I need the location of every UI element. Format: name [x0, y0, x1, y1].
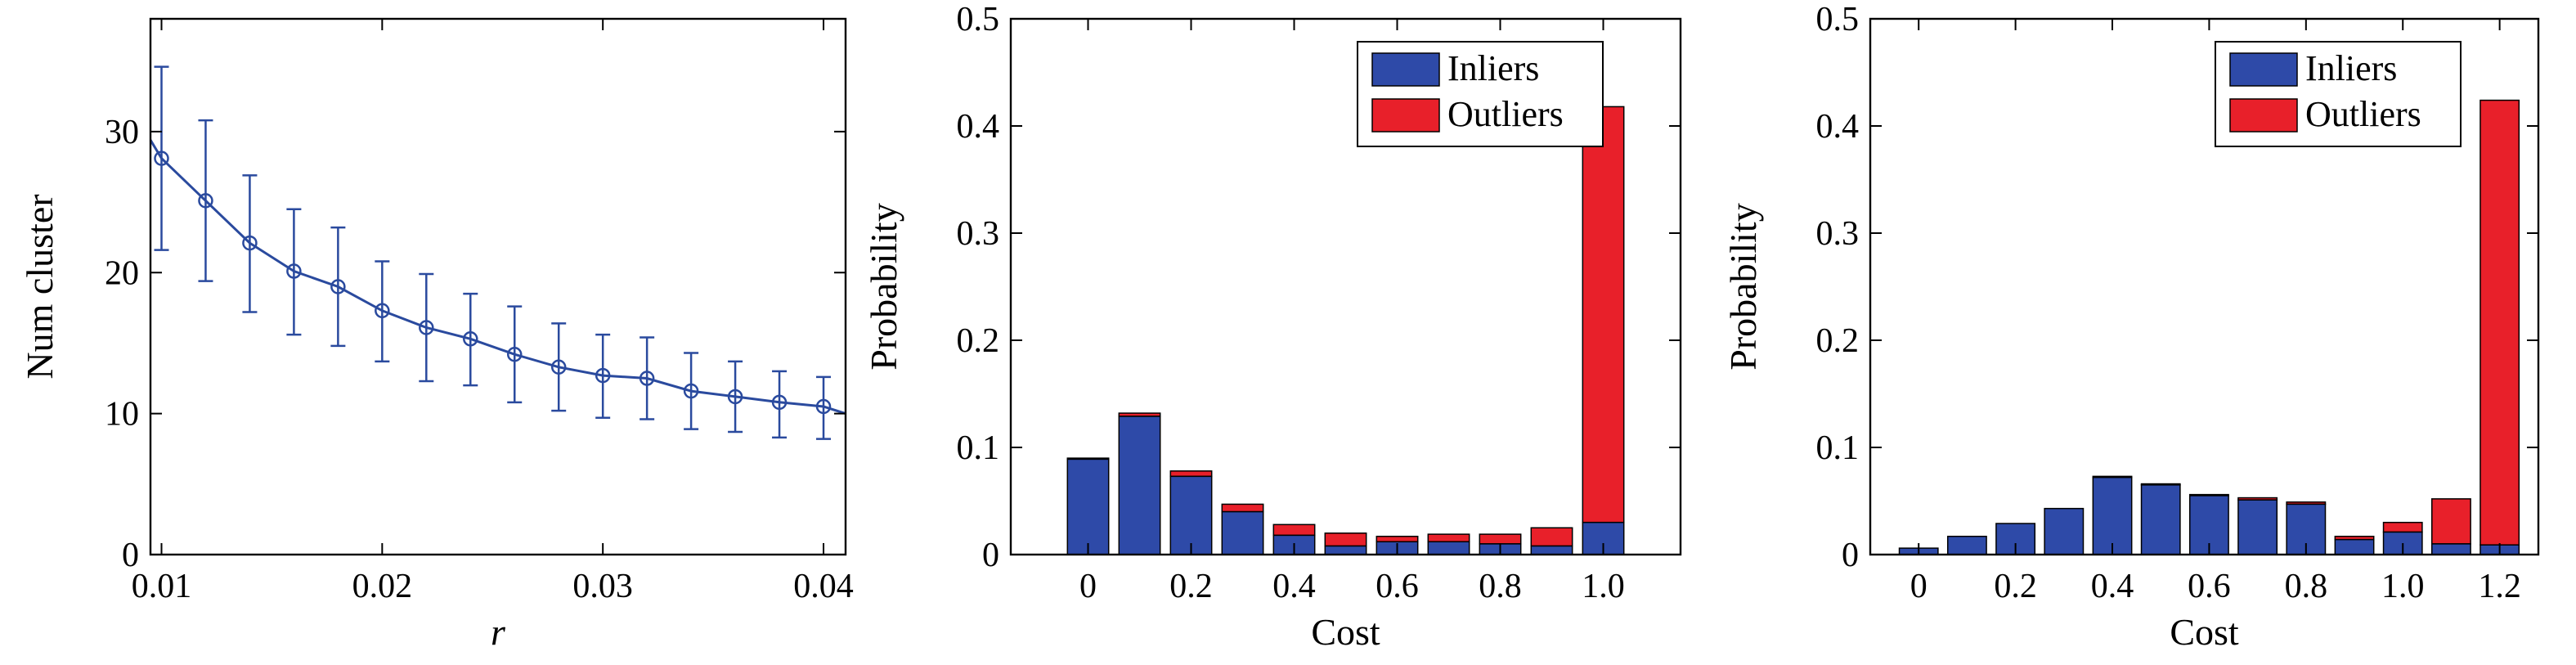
p1-x-tick-label: 1.0: [1582, 568, 1625, 605]
p0-data-point: [771, 394, 788, 411]
p1-bar-outliers: [1479, 533, 1522, 545]
p1-bar-outliers: [1169, 470, 1213, 478]
p0-data-point: [683, 383, 699, 399]
p0-x-tick-label: 0.02: [352, 568, 413, 605]
p2-bar-inliers: [2140, 484, 2181, 555]
cost-histogram-chart-left: 0 0.1 0.2 0.3 0.4 0.5 0 0.2 0.4 0.6 0.8 1.0 Cost Prob…: [863, 1, 1682, 653]
p1-bar-inliers: [1066, 458, 1110, 555]
p2-bar-outliers: [2431, 498, 2471, 545]
p2-bar-outliers: [2480, 99, 2520, 546]
p2-plot-frame: [1869, 17, 2540, 556]
p1-bar-inliers: [1530, 545, 1573, 555]
p1-bar-outliers: [1272, 523, 1316, 537]
p1-y-tick-label: 0.5: [957, 1, 1000, 38]
p2-y-axis-label: Probability: [1722, 203, 1764, 370]
p2-legend-swatch-inliers: [2229, 52, 2298, 87]
p0-y-tick-label: 10: [105, 396, 139, 434]
p2-y-tick-label: 0.3: [1816, 215, 1860, 253]
p0-data-point: [727, 389, 743, 405]
p0-data-point: [595, 367, 611, 384]
cluster-count-errorbar-chart: 0 10 20 30 0.01 0.02 0.03 0.04 r Num cluster: [19, 17, 854, 653]
p1-x-tick-label: 0.8: [1479, 568, 1522, 605]
p0-y-tick-label: 0: [122, 537, 139, 574]
p2-x-axis-label: Cost: [2170, 611, 2239, 653]
p1-legend-swatch-outliers: [1371, 98, 1440, 133]
p0-data-point: [550, 359, 567, 375]
p0-x-axis-label: r: [491, 611, 506, 653]
p0-data-point: [463, 331, 478, 347]
p0-data-point: [330, 279, 346, 294]
p1-bar-outliers: [1376, 535, 1419, 543]
p2-legend-label-outliers: Outliers: [2305, 94, 2421, 134]
p1-bar-outliers: [1530, 527, 1573, 547]
p2-x-tick-label: 0.8: [2285, 568, 2328, 605]
p1-y-tick-label: 0: [982, 537, 999, 574]
p1-legend-label-outliers: Outliers: [1447, 94, 1564, 134]
p1-legend-label-inliers: Inliers: [1447, 48, 1539, 88]
p1-y-tick-label: 0.2: [957, 322, 1000, 360]
p2-y-tick-label: 0.4: [1816, 108, 1860, 146]
p0-data-point: [815, 398, 832, 415]
p2-bar-outliers: [2382, 521, 2423, 533]
p2-x-tick-label: 0: [1910, 568, 1928, 605]
p0-data-point: [286, 263, 302, 279]
p1-bar-outliers: [1427, 533, 1470, 543]
p1-x-tick-label: 0.2: [1169, 568, 1213, 605]
p2-x-tick-label: 0.6: [2188, 568, 2231, 605]
p1-x-axis-label: Cost: [1311, 611, 1380, 653]
p2-bar-inliers: [2431, 543, 2471, 555]
p0-x-tick-label: 0.03: [572, 568, 633, 605]
p2-bar-inliers: [1946, 535, 1987, 555]
p2-bar-inliers: [2044, 507, 2085, 555]
p2-x-tick-label: 0.2: [1994, 568, 2037, 605]
p0-data-point: [375, 303, 390, 319]
p1-bar-outliers: [1324, 532, 1367, 547]
p1-bar-inliers: [1221, 510, 1264, 555]
p1-y-tick-label: 0.4: [957, 108, 1000, 146]
p0-data-point: [154, 151, 169, 166]
cost-histogram-chart-right: 0 0.1 0.2 0.3 0.4 0.5 0 0.2 0.4 0.6 0.8 1.0 1.2 Cost P…: [1722, 1, 2540, 653]
p2-bar-inliers: [2334, 538, 2375, 555]
p2-x-tick-label: 1.2: [2478, 568, 2521, 605]
p0-series-line: [149, 139, 846, 416]
p1-y-tick-label: 0.1: [957, 429, 1000, 467]
p1-x-tick-label: 0.6: [1376, 568, 1419, 605]
p1-plot-frame: [1009, 17, 1682, 556]
p1-bar-inliers: [1118, 416, 1161, 555]
p1-legend-swatch-inliers: [1371, 52, 1440, 87]
p2-y-tick-label: 0.2: [1816, 322, 1860, 360]
p2-x-tick-label: 0.4: [2091, 568, 2134, 605]
p0-x-tick-label: 0.01: [132, 568, 192, 605]
p0-y-axis-label: Num cluster: [19, 194, 61, 379]
p2-y-tick-label: 0.1: [1816, 429, 1860, 467]
p1-bar-outliers: [1221, 503, 1264, 513]
p2-legend-label-inliers: Inliers: [2305, 48, 2397, 88]
p1-bar-inliers: [1169, 475, 1213, 555]
p0-y-tick-label: 20: [105, 254, 139, 292]
p2-x-tick-label: 1.0: [2381, 568, 2425, 605]
p0-data-point: [639, 371, 655, 386]
p1-x-tick-label: 0: [1079, 568, 1097, 605]
p2-y-tick-label: 0.5: [1816, 1, 1860, 38]
p1-y-tick-label: 0.3: [957, 215, 1000, 253]
p0-data-point: [419, 320, 434, 335]
p1-x-tick-label: 0.4: [1272, 568, 1316, 605]
p1-bar-outliers: [1582, 106, 1625, 523]
p2-bar-inliers: [2092, 476, 2133, 555]
p2-bar-inliers: [2237, 499, 2278, 555]
p0-x-tick-label: 0.04: [793, 568, 854, 605]
p0-y-tick-label: 30: [105, 114, 139, 151]
p0-data-point: [242, 235, 258, 251]
p1-bar-inliers: [1427, 541, 1470, 555]
p1-y-axis-label: Probability: [863, 203, 904, 370]
p0-data-point: [198, 193, 213, 209]
p0-plot-frame: [149, 17, 847, 556]
p0-data-point: [506, 346, 523, 362]
p2-y-tick-label: 0: [1842, 537, 1859, 574]
p2-legend-swatch-outliers: [2229, 98, 2298, 133]
p1-bar-inliers: [1324, 545, 1367, 555]
